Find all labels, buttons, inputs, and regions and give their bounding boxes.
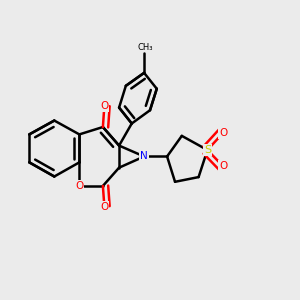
Text: O: O — [75, 181, 83, 191]
Text: N: N — [140, 152, 148, 161]
Text: O: O — [219, 128, 227, 138]
Text: O: O — [100, 202, 109, 212]
Text: O: O — [219, 161, 227, 171]
Text: O: O — [100, 101, 109, 111]
Text: CH₃: CH₃ — [138, 43, 153, 52]
Text: S: S — [204, 145, 211, 155]
